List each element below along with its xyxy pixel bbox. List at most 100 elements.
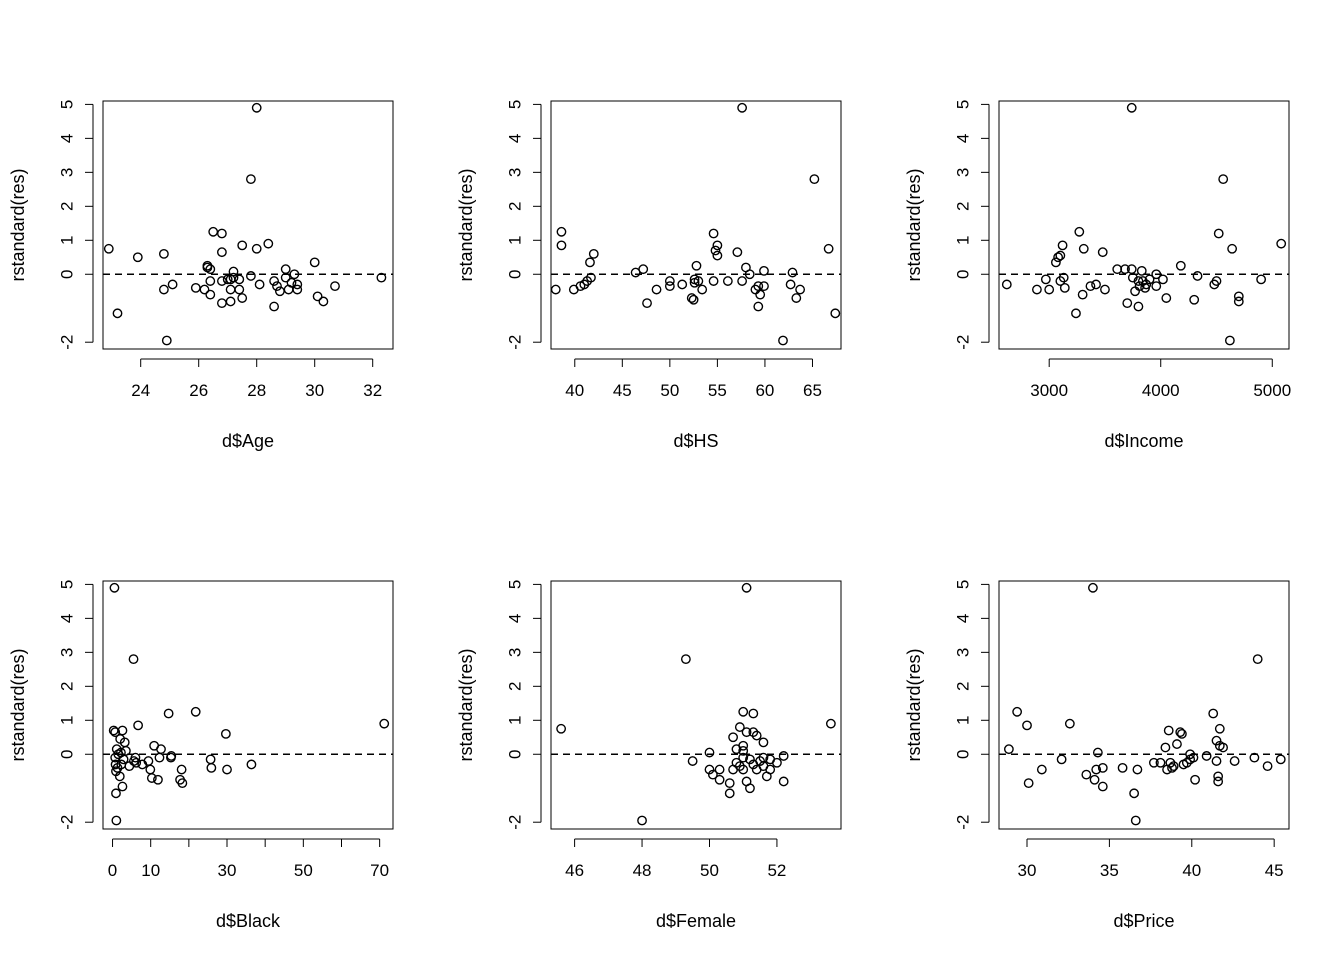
x-tick-label: 40 [565, 381, 584, 400]
plot-frame [998, 100, 1290, 350]
data-point [1275, 754, 1286, 765]
data-point [687, 756, 698, 766]
x-tick-label: 65 [803, 381, 822, 400]
data-point [131, 757, 142, 768]
data-point [1163, 725, 1174, 736]
data-point [1059, 282, 1070, 293]
x-tick-label: 70 [370, 861, 389, 880]
data-point [245, 271, 256, 281]
data-point [251, 102, 262, 113]
data-point [111, 788, 121, 799]
data-point [1224, 335, 1235, 346]
data-point [714, 774, 725, 785]
data-point [1160, 742, 1171, 753]
x-tick-label: 50 [660, 381, 679, 400]
data-point [686, 293, 697, 303]
data-point [1055, 250, 1066, 261]
data-point [228, 272, 239, 283]
data-point [220, 728, 231, 739]
data-point [738, 752, 749, 763]
data-point [691, 260, 702, 271]
data-point [731, 757, 742, 768]
y-tick-label: 0 [58, 750, 77, 759]
data-point [1055, 276, 1066, 286]
data-point [704, 747, 715, 758]
data-point [1233, 291, 1244, 302]
data-point [120, 745, 131, 756]
x-axis-title: d$Black [216, 911, 281, 931]
data-point [1190, 774, 1200, 785]
plot-frame [102, 580, 394, 830]
x-tick-label: 24 [131, 381, 150, 400]
data-point [734, 722, 745, 732]
y-tick-label: 3 [506, 168, 525, 177]
data-point [216, 228, 227, 239]
y-tick-label: 0 [58, 270, 77, 279]
data-point [153, 774, 163, 785]
data-point [1165, 757, 1176, 768]
data-point [225, 284, 236, 295]
data-point [1053, 252, 1064, 263]
y-tick-label: 0 [954, 750, 973, 759]
data-point [1092, 747, 1103, 758]
data-point [712, 250, 723, 261]
data-point [1097, 781, 1108, 792]
data-point [710, 245, 721, 256]
data-point [1117, 762, 1128, 773]
data-point [588, 248, 599, 259]
x-tick-label: 48 [633, 861, 652, 880]
data-point [1133, 276, 1144, 286]
data-point [205, 754, 216, 765]
data-point [177, 778, 188, 789]
y-tick-label: 0 [506, 750, 525, 759]
data-point [1172, 739, 1182, 749]
data-point [1148, 757, 1159, 768]
y-tick-label: 4 [954, 134, 973, 143]
y-tick-label: 0 [954, 270, 973, 279]
data-point [1213, 228, 1224, 239]
data-point [738, 745, 749, 756]
data-point [1218, 174, 1229, 185]
data-point [1233, 296, 1244, 307]
data-point [1229, 756, 1240, 766]
data-point [737, 276, 748, 286]
data-point [755, 756, 765, 766]
data-point [1089, 774, 1100, 785]
data-point [1276, 238, 1287, 249]
data-point [292, 279, 303, 290]
data-point [1050, 257, 1061, 268]
data-point [708, 228, 719, 239]
y-axis-title: rstandard(res) [8, 168, 28, 281]
data-point [117, 781, 128, 792]
data-point [245, 174, 256, 185]
y-tick-label: 4 [954, 614, 973, 623]
x-tick-label: 28 [247, 381, 266, 400]
data-point [556, 723, 567, 734]
x-tick-label: 5000 [1253, 381, 1291, 400]
data-point [216, 298, 227, 309]
data-point [1032, 284, 1042, 295]
data-point [745, 783, 755, 794]
data-point [787, 267, 798, 278]
data-point [1064, 718, 1075, 729]
x-tick-label: 40 [1182, 861, 1201, 880]
data-point [778, 335, 788, 346]
y-tick-label: 5 [506, 580, 525, 589]
data-point [318, 296, 329, 307]
data-point [263, 238, 274, 249]
data-point [205, 289, 216, 300]
data-point [778, 751, 789, 761]
data-point [732, 247, 743, 258]
data-point [1022, 720, 1032, 731]
data-point [738, 706, 749, 717]
data-point [724, 778, 735, 789]
data-point [791, 293, 802, 303]
y-axis-title: rstandard(res) [904, 168, 924, 281]
data-point [312, 291, 323, 302]
data-point [1213, 776, 1224, 787]
y-tick-label: -2 [954, 335, 973, 350]
data-point [1003, 744, 1014, 755]
data-point [1167, 762, 1177, 773]
x-axis-title: d$Income [1104, 431, 1183, 451]
plot-frame [998, 580, 1290, 830]
